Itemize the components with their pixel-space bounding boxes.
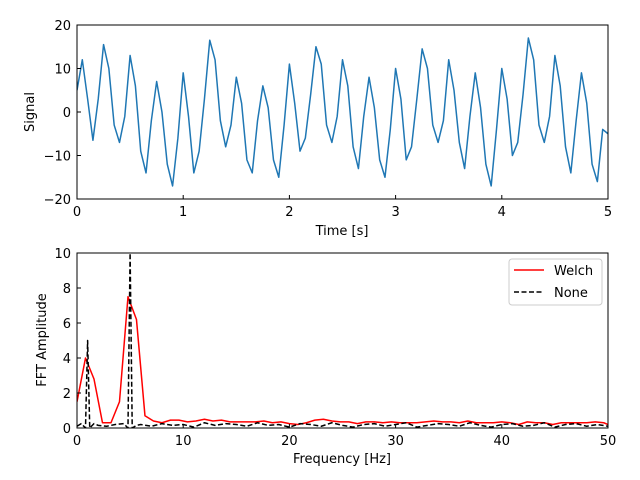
fft-x-tick-label: 40 xyxy=(494,434,511,449)
fft-series-line-none xyxy=(77,253,608,428)
legend: Welch None xyxy=(508,258,603,306)
signal-y-tick-label: 20 xyxy=(54,19,71,34)
fft-x-tick-label: 10 xyxy=(175,434,192,449)
signal-xlabel: Time [s] xyxy=(315,224,369,239)
fft-series-line-welch xyxy=(77,296,608,426)
signal-series-line-0 xyxy=(77,37,608,187)
legend-welch-label: Welch xyxy=(554,264,593,279)
fft-y-tick-label: 10 xyxy=(54,247,71,262)
signal-x-tick-label: 3 xyxy=(391,205,399,220)
fft-x-tick-label: 30 xyxy=(387,434,404,449)
fft-xlabel: Frequency [Hz] xyxy=(293,452,391,467)
fft-y-tick-label: 4 xyxy=(63,352,71,367)
fft-plot-frame xyxy=(76,252,609,429)
signal-x-tick-label: 2 xyxy=(285,205,293,220)
signal-x-tick-label: 4 xyxy=(498,205,506,220)
signal-chart: 0 1 2 3 4 5 −20 −10 0 10 20 Time [s] Signal xyxy=(23,19,612,239)
fft-y-tick-label: 0 xyxy=(63,422,71,437)
signal-y-tick-label: 10 xyxy=(54,63,71,78)
fft-y-tick-label: 2 xyxy=(63,387,71,402)
fft-ylabel: FFT Amplitude xyxy=(35,293,50,386)
fft-x-tick-label: 20 xyxy=(281,434,298,449)
fft-x-tick-label: 50 xyxy=(600,434,617,449)
signal-x-tick-label: 0 xyxy=(73,205,81,220)
legend-none-label: None xyxy=(554,286,588,301)
signal-y-tick-label: −10 xyxy=(44,150,71,165)
fft-x-tick-label: 0 xyxy=(73,434,81,449)
fft-y-tick-label: 8 xyxy=(63,282,71,297)
signal-y-tick-label: −20 xyxy=(44,193,71,208)
signal-x-tick-label: 1 xyxy=(179,205,187,220)
signal-ylabel: Signal xyxy=(23,92,38,132)
signal-y-tick-label: 0 xyxy=(63,106,71,121)
fft-chart: 0 10 20 30 40 50 0 2 4 6 8 10 Frequency [Hz] FFT Am… xyxy=(35,247,616,467)
signal-x-tick-label: 5 xyxy=(604,205,612,220)
fft-y-tick-label: 6 xyxy=(63,317,71,332)
